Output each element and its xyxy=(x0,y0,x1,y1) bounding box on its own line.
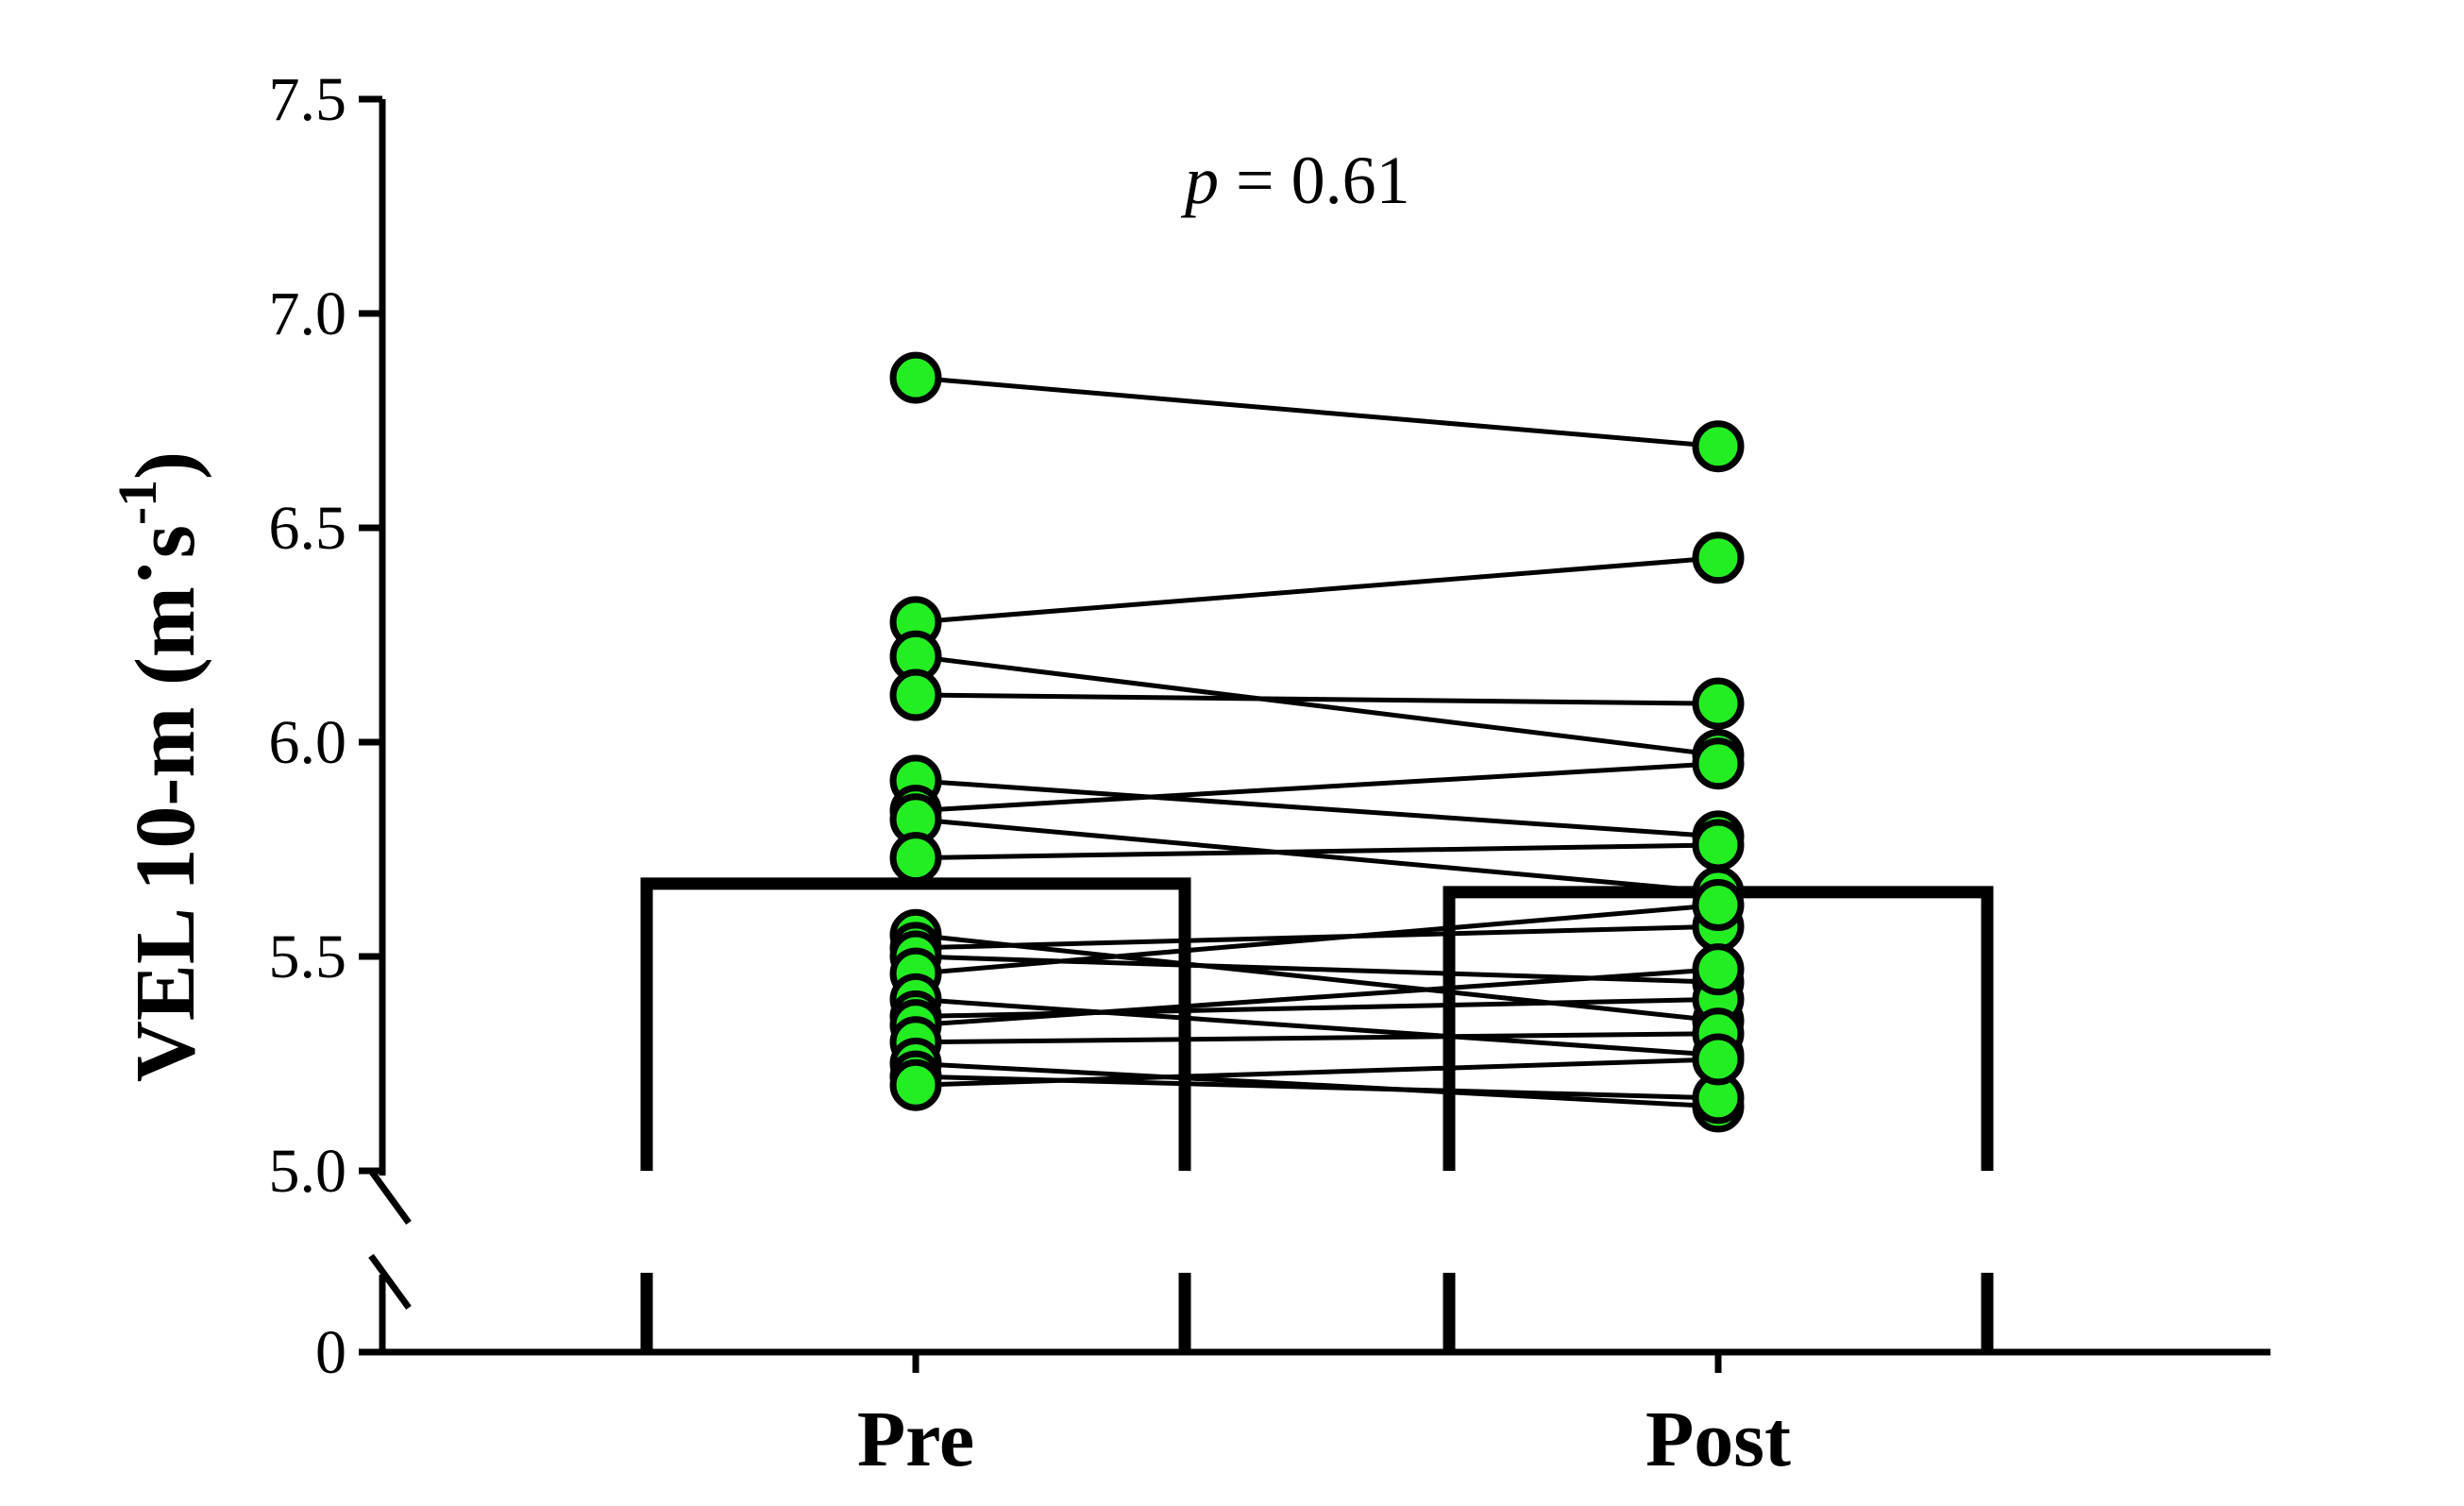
paired-lines-layer xyxy=(915,375,1719,1109)
y-tick-label: 7.5 xyxy=(269,65,347,134)
data-point-post xyxy=(1692,943,1745,996)
paired-line xyxy=(915,996,1719,1058)
data-point-post xyxy=(1692,879,1745,932)
y-tick-label: 5.5 xyxy=(269,922,347,991)
paired-line xyxy=(915,555,1719,625)
p-value-annotation: p = 0.61 xyxy=(1180,143,1410,218)
paired-line xyxy=(915,778,1719,839)
data-point-pre xyxy=(889,351,942,404)
y-axis-label: VEL 10-m (m·s-1) xyxy=(98,451,212,1082)
data-point-post xyxy=(1692,677,1745,730)
data-point-pre xyxy=(889,668,942,721)
data-point-post xyxy=(1692,819,1745,871)
y-tick-label: 5.0 xyxy=(269,1137,347,1206)
paired-line xyxy=(915,1031,1719,1045)
data-point-post xyxy=(1692,420,1745,473)
y-axis-label-close: ) xyxy=(119,451,212,480)
paired-line xyxy=(915,903,1719,976)
axis-break-mark-upper xyxy=(368,1168,412,1226)
axis-break-mark-lower xyxy=(368,1253,412,1311)
y-tick-label: 6.0 xyxy=(269,708,347,777)
paired-line xyxy=(915,692,1719,706)
y-axis-label-main: VEL 10-m (m xyxy=(119,586,212,1082)
data-point-post xyxy=(1692,532,1745,584)
paired-line xyxy=(915,761,1719,814)
paired-line xyxy=(915,842,1719,861)
y-axis-label-dot: · xyxy=(98,558,192,586)
y-axis-label-unit: s xyxy=(119,525,212,558)
p-value-text: = 0.61 xyxy=(1219,143,1410,218)
y-tick-label: 6.5 xyxy=(269,494,347,563)
y-tick-label: 0 xyxy=(315,1318,346,1387)
points-layer xyxy=(889,351,1745,1133)
x-category-label-post: Post xyxy=(1645,1396,1791,1483)
x-category-label-pre: Pre xyxy=(857,1396,974,1483)
axes-layer: 7.5 7.0 6.5 6.0 5.5 5.0 0 Pre Post xyxy=(269,65,2270,1483)
paired-line xyxy=(915,967,1719,1028)
paired-line xyxy=(915,653,1719,758)
p-value-symbol: p xyxy=(1180,143,1219,218)
data-point-post xyxy=(1692,1033,1745,1086)
data-point-post xyxy=(1692,737,1745,790)
paired-line xyxy=(915,375,1719,449)
bars-layer xyxy=(640,877,1994,1352)
paired-line xyxy=(915,932,1719,1024)
data-point-pre xyxy=(889,832,942,885)
data-point-pre xyxy=(889,1058,942,1111)
paired-line xyxy=(915,817,1719,895)
y-axis-label-exponent: -1 xyxy=(107,480,168,525)
paired-line xyxy=(915,1057,1719,1088)
y-tick-label: 7.0 xyxy=(269,279,347,348)
